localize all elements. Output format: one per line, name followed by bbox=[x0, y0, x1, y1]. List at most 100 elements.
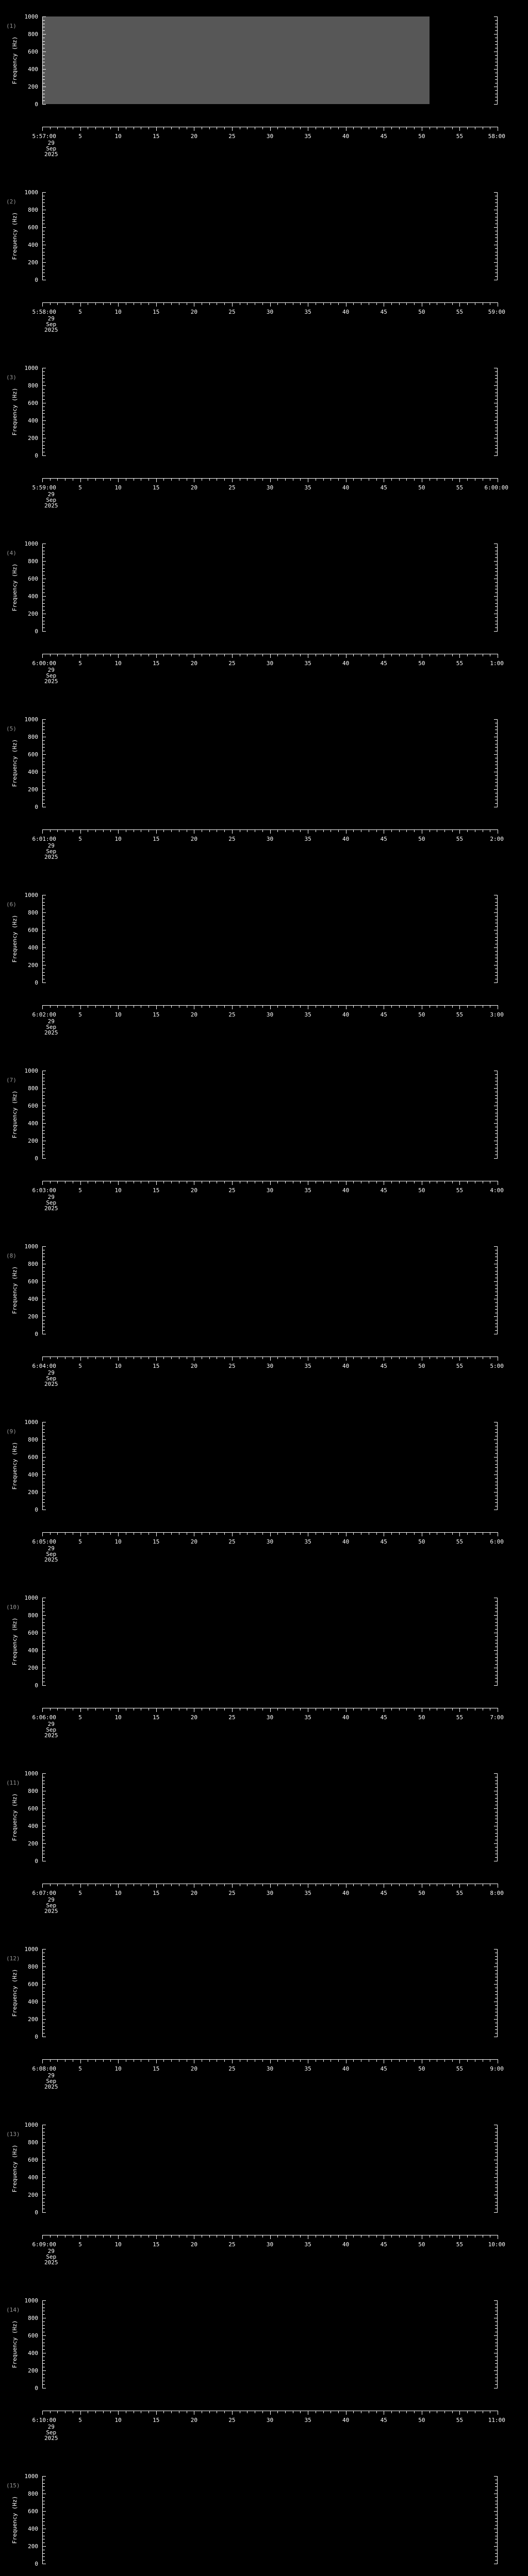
x-axis-tick bbox=[118, 1181, 119, 1185]
y-axis-tick-right bbox=[495, 1330, 498, 1331]
y-axis-tick bbox=[42, 1330, 45, 1331]
y-axis-tick-label: 800 bbox=[28, 2139, 38, 2146]
date-line: 2025 bbox=[44, 2435, 58, 2442]
x-axis-tick bbox=[459, 2235, 460, 2239]
y-axis-tick-right bbox=[495, 2314, 498, 2315]
x-axis-tick bbox=[323, 1005, 324, 1008]
y-axis-tick-right bbox=[494, 1457, 498, 1458]
x-axis-tick bbox=[232, 654, 233, 658]
y-axis-tick bbox=[42, 2518, 45, 2519]
y-axis-tick-right bbox=[494, 2370, 498, 2371]
y-axis-tick bbox=[42, 248, 45, 249]
y-axis-tick-right bbox=[495, 1109, 498, 1110]
x-axis-tick bbox=[80, 1708, 81, 1712]
x-axis-tick-label: 5 bbox=[78, 1363, 82, 1369]
x-axis-tick-label: 40 bbox=[342, 1714, 350, 1721]
x-axis-tick-label: 45 bbox=[380, 309, 387, 315]
x-axis-tick bbox=[103, 1884, 104, 1886]
y-axis-tick-label: 200 bbox=[28, 259, 38, 266]
y-axis-tick bbox=[42, 1991, 45, 1992]
y-axis-left-spine bbox=[42, 1773, 43, 1861]
x-axis-tick bbox=[209, 127, 210, 129]
x-axis-tick bbox=[110, 654, 111, 656]
x-axis-tick bbox=[300, 1357, 301, 1359]
x-axis-tick bbox=[148, 2235, 150, 2238]
y-axis-tick-right bbox=[494, 2142, 498, 2143]
x-axis-tick bbox=[110, 1708, 111, 1710]
x-axis-tick bbox=[171, 1357, 172, 1359]
date-line: Sep bbox=[46, 1902, 57, 1909]
x-axis-tick bbox=[353, 1708, 354, 1710]
y-axis-tick-right bbox=[495, 248, 498, 249]
x-axis-tick bbox=[224, 1005, 225, 1008]
x-axis-tick bbox=[444, 1181, 445, 1183]
x-axis-tick bbox=[163, 1884, 164, 1886]
y-axis-tick-right bbox=[494, 192, 498, 193]
x-axis-date-label: 29 Sep 2025 bbox=[44, 2073, 58, 2090]
y-axis-tick-right bbox=[495, 1095, 498, 1096]
x-axis-tick bbox=[171, 1005, 172, 1008]
x-axis-tick-label: 10 bbox=[114, 1363, 122, 1369]
x-axis-tick bbox=[399, 127, 400, 129]
x-axis-tick bbox=[353, 302, 354, 305]
x-axis-tick bbox=[270, 302, 271, 307]
x-axis-tick-label: 30 bbox=[266, 133, 274, 140]
x-axis-tick bbox=[103, 2235, 104, 2238]
y-axis-tick-right bbox=[495, 1991, 498, 1992]
y-axis-tick-right bbox=[495, 1678, 498, 1679]
x-axis-date-label: 29 Sep 2025 bbox=[44, 2248, 58, 2265]
plot-area bbox=[42, 1422, 498, 1510]
y-axis-right-spine bbox=[497, 1071, 498, 1158]
y-axis-left-spine bbox=[42, 719, 43, 807]
x-axis-tick bbox=[156, 1532, 157, 1536]
x-axis-tick bbox=[376, 2411, 377, 2413]
y-axis-tick-right bbox=[495, 1267, 498, 1268]
y-axis-tick-label: 200 bbox=[28, 1489, 38, 1496]
y-axis-tick bbox=[42, 378, 45, 379]
y-axis-tick-right bbox=[494, 69, 498, 70]
x-axis-tick-label: 55 bbox=[456, 2417, 464, 2424]
x-axis-tick bbox=[57, 478, 58, 481]
y-axis-tick bbox=[42, 1274, 45, 1275]
x-axis-tick bbox=[391, 1005, 392, 1008]
x-axis-tick-label: 6:01:00 bbox=[32, 836, 56, 842]
y-axis-tick bbox=[42, 1088, 46, 1089]
x-axis-tick bbox=[118, 1532, 119, 1536]
date-line: Sep bbox=[46, 145, 57, 152]
y-axis-left-spine bbox=[42, 2300, 43, 2388]
x-axis-tick bbox=[353, 2059, 354, 2062]
y-axis-tick bbox=[42, 1295, 45, 1296]
y-axis-tick-label: 0 bbox=[35, 1331, 38, 1337]
x-axis-tick bbox=[467, 1005, 468, 1008]
x-axis-tick bbox=[353, 478, 354, 481]
x-axis-tick bbox=[103, 2059, 104, 2062]
x-axis-tick bbox=[452, 2059, 453, 2062]
x-axis-tick bbox=[353, 2235, 354, 2238]
plot-area bbox=[42, 1773, 498, 1861]
x-axis-tick bbox=[50, 1181, 51, 1183]
x-axis-tick bbox=[163, 1005, 164, 1008]
x-axis-tick bbox=[338, 829, 339, 832]
y-axis-tick-right bbox=[494, 1439, 498, 1440]
shaded-coverage-region bbox=[42, 16, 430, 104]
x-axis-tick bbox=[300, 127, 301, 129]
y-axis-tick-label: 1000 bbox=[24, 1770, 39, 1777]
date-line: 29 bbox=[47, 2248, 55, 2255]
y-axis-left-spine bbox=[42, 544, 43, 631]
x-axis-tick-label: 10 bbox=[114, 660, 122, 667]
y-axis-tick-label: 200 bbox=[28, 1138, 38, 1144]
y-axis-tick-right bbox=[495, 276, 498, 277]
y-axis-left-spine bbox=[42, 1422, 43, 1510]
y-axis-tick bbox=[42, 2553, 45, 2554]
x-axis-tick bbox=[95, 2411, 96, 2413]
x-axis-tick-label: 6:04:00 bbox=[32, 1363, 56, 1369]
y-axis-title: Frequency (Hz) bbox=[11, 2496, 18, 2544]
x-axis-tick bbox=[224, 2411, 225, 2413]
x-axis-tick bbox=[270, 654, 271, 658]
y-axis-tick-label: 1000 bbox=[24, 1419, 39, 1426]
y-axis-tick bbox=[42, 2483, 45, 2484]
x-axis-tick-label: 50 bbox=[418, 133, 425, 140]
x-axis-tick-label: 35 bbox=[304, 1363, 311, 1369]
y-axis-tick bbox=[42, 1467, 45, 1468]
x-axis-tick bbox=[95, 1181, 96, 1183]
